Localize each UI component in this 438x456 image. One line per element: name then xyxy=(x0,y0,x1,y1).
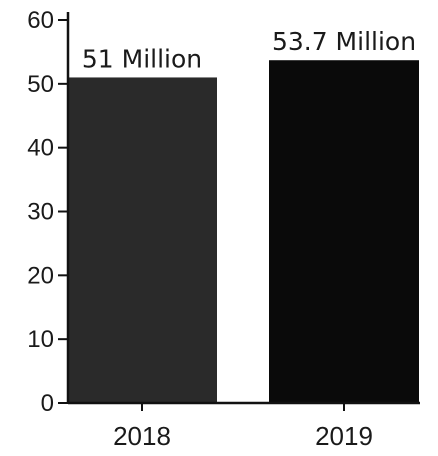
bar-2019 xyxy=(269,60,419,404)
y-tick-label: 0 xyxy=(41,390,54,417)
x-tick-label: 2018 xyxy=(113,421,171,451)
y-tick-label: 40 xyxy=(27,135,54,162)
y-axis-ticks: 60 50 40 30 20 10 0 xyxy=(27,7,68,417)
y-tick-label: 30 xyxy=(27,199,54,226)
data-label: 53.7 Million xyxy=(272,27,416,56)
y-tick-label: 20 xyxy=(27,262,54,289)
y-tick-label: 10 xyxy=(27,326,54,353)
y-tick-label: 60 xyxy=(27,7,54,34)
axes xyxy=(66,12,420,411)
y-tick-label: 50 xyxy=(27,71,54,98)
bars xyxy=(67,60,419,404)
bar-2018 xyxy=(67,77,217,403)
x-axis-labels: 2018 2019 xyxy=(113,421,373,451)
x-tick-label: 2019 xyxy=(315,421,373,451)
data-labels: 51 Million 53.7 Million xyxy=(82,27,416,73)
data-label: 51 Million xyxy=(82,44,202,73)
